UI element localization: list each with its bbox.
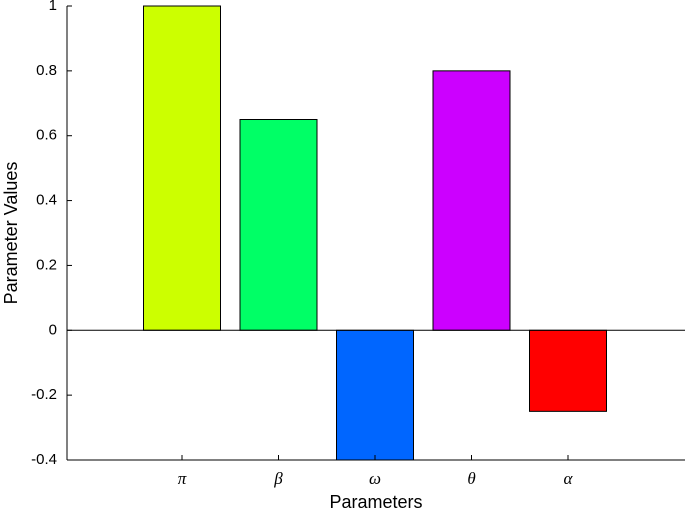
x-axis-label: Parameters (329, 492, 422, 511)
x-tick-label: α (564, 469, 574, 488)
y-tick-label: 0.6 (36, 127, 57, 144)
bar (239, 119, 318, 331)
x-tick-label: θ (467, 469, 475, 488)
y-axis-label: Parameter Values (1, 162, 21, 305)
y-tick-label: 0.4 (36, 192, 57, 209)
x-tick-label: β (273, 469, 283, 488)
x-tick-label: π (178, 469, 187, 488)
bar (336, 329, 414, 461)
bar (143, 5, 221, 331)
y-tick-label: 1 (49, 0, 57, 14)
bar (529, 329, 607, 412)
y-tick-label: 0.8 (36, 62, 57, 79)
bar (432, 70, 511, 331)
y-tick-label: 0.2 (36, 256, 57, 273)
y-tick-label: -0.2 (31, 386, 57, 403)
y-tick-label: -0.4 (31, 451, 57, 468)
x-tick-label: ω (369, 469, 381, 488)
y-tick-label: 0 (49, 321, 57, 338)
